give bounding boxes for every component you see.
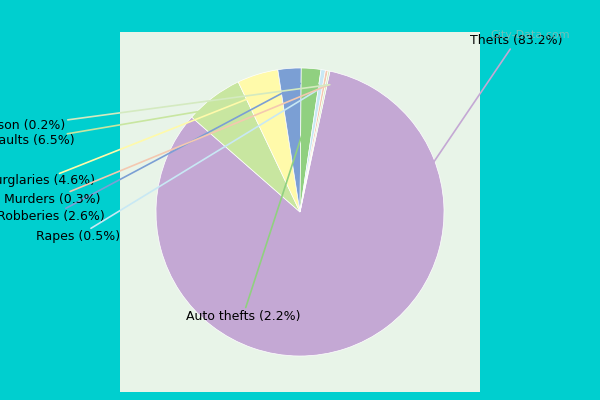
Wedge shape <box>300 70 328 212</box>
Text: Thefts (83.2%): Thefts (83.2%) <box>346 34 563 292</box>
Text: Burglaries (4.6%): Burglaries (4.6%) <box>0 88 276 188</box>
Wedge shape <box>278 68 301 212</box>
Text: Robberies (2.6%): Robberies (2.6%) <box>0 84 300 223</box>
Text: Assaults (6.5%): Assaults (6.5%) <box>0 104 242 147</box>
Text: City-Data.com: City-Data.com <box>490 30 570 40</box>
Wedge shape <box>300 71 330 212</box>
Wedge shape <box>300 68 321 212</box>
Wedge shape <box>191 82 300 212</box>
Wedge shape <box>238 70 300 212</box>
Text: Auto thefts (2.2%): Auto thefts (2.2%) <box>185 85 318 323</box>
Bar <box>120 32 480 392</box>
Text: Rapes (0.5%): Rapes (0.5%) <box>36 85 326 243</box>
Text: Murders (0.3%): Murders (0.3%) <box>4 85 328 206</box>
Text: Arson (0.2%): Arson (0.2%) <box>0 85 330 132</box>
Wedge shape <box>300 70 326 212</box>
Wedge shape <box>156 71 444 356</box>
